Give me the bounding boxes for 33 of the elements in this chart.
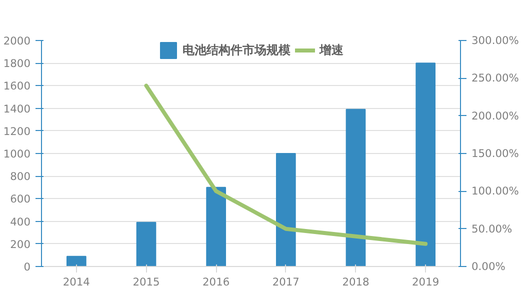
y-tick-label: 1800 [3,57,31,70]
y2-tick-label: 150.00% [472,147,519,160]
y-tick-label: 1400 [3,102,31,116]
y2-tick-label: 100.00% [472,184,519,198]
y-tick-label: 200 [10,238,31,251]
y2-tick-label: 300.00% [472,34,519,47]
x-tick-label: 2014 [62,276,90,288]
y-tick-label: 1600 [3,80,31,93]
x-tick-label: 2018 [342,276,370,288]
legend-label: 电池结构件市场规模 [182,42,290,58]
bar [66,256,86,266]
y2-tick-label: 50.00% [472,222,512,236]
line-series [144,84,428,246]
bar [206,186,226,266]
y-tick-label: 2000 [3,34,31,48]
y-tick-label: 800 [10,170,31,184]
y-tick-label: 400 [10,215,31,228]
y-tick-label: 1000 [3,148,31,160]
x-tick-label: 2017 [272,276,300,288]
y2-tick-label: 0.00% [472,260,506,273]
y-tick-label: 1200 [3,124,31,138]
x-tick-label: 2016 [202,276,230,288]
bar [416,62,436,266]
x-tick-label: 2015 [132,276,160,288]
y-tick-label: 0 [24,260,31,274]
x-tick-label: 2019 [412,276,440,288]
y-tick-label: 600 [10,192,31,206]
y2-tick-label: 250.00% [472,72,519,85]
bar [276,153,296,266]
legend-label: 增速 [320,42,344,58]
bar [136,222,156,266]
bar [346,108,366,266]
y2-tick-label: 200.00% [472,109,519,122]
